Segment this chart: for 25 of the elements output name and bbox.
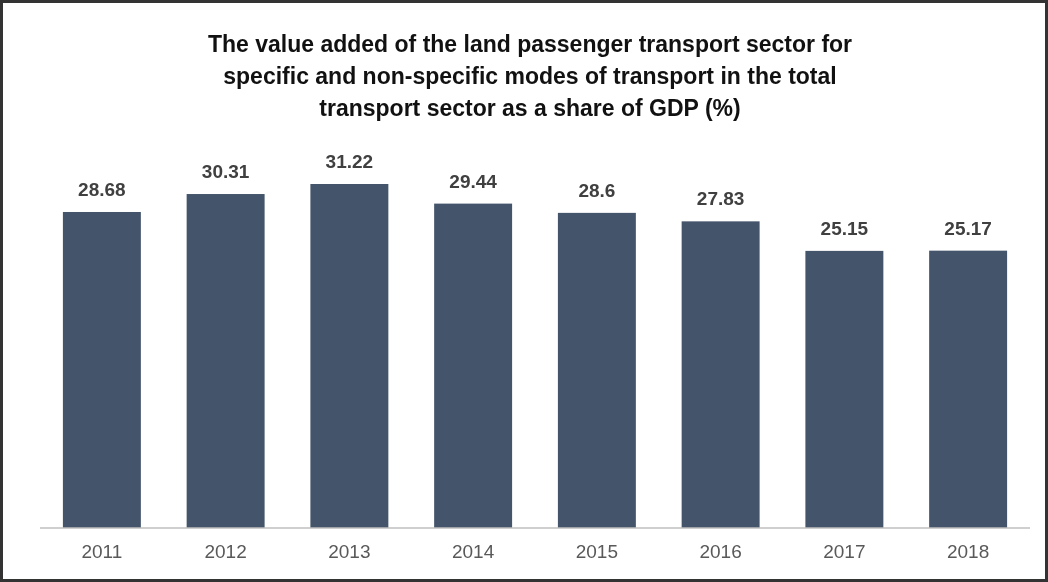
bar: [929, 250, 1008, 528]
x-tick-label: 2017: [823, 541, 866, 562]
data-label: 25.17: [944, 217, 992, 239]
bar: [681, 221, 760, 528]
x-tick-label: 2018: [946, 541, 990, 562]
x-tick-label: 2012: [204, 541, 247, 562]
data-label: 28.6: [578, 179, 616, 201]
bar: [557, 212, 636, 528]
x-tick-label: 2015: [575, 541, 619, 562]
data-label: 29.44: [449, 170, 498, 192]
data-label: 25.15: [820, 217, 869, 239]
x-tick-label: 2011: [81, 541, 123, 562]
x-tick-label: 2013: [328, 541, 371, 562]
bar: [434, 203, 513, 528]
bar: [310, 184, 389, 528]
chart-title: The value added of the land passenger transport sector for specific and non-specific modes of transport in the total transport sector as a share of GDP (%): [207, 31, 853, 121]
x-tick-label: 2014: [451, 541, 495, 562]
data-label: 27.83: [696, 188, 745, 210]
data-label: 31.22: [325, 151, 374, 172]
bar: [805, 250, 884, 528]
bar: [186, 194, 265, 528]
x-tick-label: 2016: [699, 541, 742, 562]
data-label: 28.68: [78, 178, 126, 200]
data-label: 30.31: [201, 161, 250, 183]
bar: [62, 211, 141, 528]
